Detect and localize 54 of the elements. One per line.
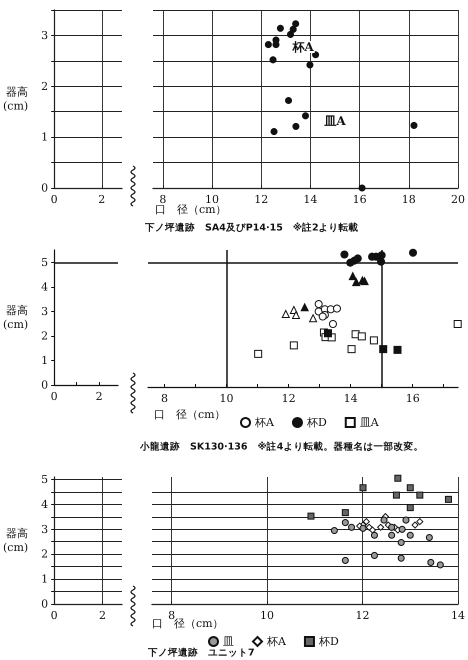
- y-tick-label: 2: [41, 80, 48, 93]
- text: 下ノ坪遺跡 SA4及びP14·15 ※註2より転載: [144, 222, 359, 234]
- y-tick-label: 1: [41, 354, 48, 367]
- y-axis-title: 器高 (cm): [2, 527, 28, 554]
- text: 小龍遺跡 SK130·136 ※註4より転載。器種名は一部改変。: [139, 440, 424, 452]
- x-tick-label: 10: [205, 193, 220, 206]
- y-tick-label: 5: [41, 256, 48, 269]
- x-tick-label: 12: [254, 193, 268, 206]
- y-tick-label: 3: [41, 522, 48, 536]
- legend-label: 皿A: [360, 416, 380, 429]
- y-axis-title: 器高 (cm): [2, 86, 28, 112]
- y-tick-label: 0: [41, 182, 48, 194]
- x-tick-label: 10: [220, 392, 234, 405]
- x-tick-label: 14: [451, 609, 465, 622]
- y-tick-label: 3: [41, 304, 48, 318]
- legend-label: 皿: [223, 635, 234, 648]
- y-axis-title: 器高 (cm): [2, 304, 28, 331]
- y-tick-label: 0: [41, 378, 48, 392]
- x-tick-label: 8: [160, 392, 168, 405]
- x-tick-label: 2: [98, 609, 106, 622]
- y-tick-label: 1: [41, 130, 48, 144]
- y-tick-label: 0: [41, 598, 48, 610]
- y-tick-label: 4: [41, 498, 48, 511]
- annotation: 杯A: [291, 40, 314, 54]
- y-tick-label: 3: [41, 28, 48, 42]
- x-tick-label: 2: [98, 193, 106, 206]
- x-tick-label: 0: [50, 609, 58, 622]
- x-tick-label: 0: [50, 193, 58, 206]
- x-tick-label: 16: [406, 392, 420, 405]
- legend-label: 杯D: [306, 416, 327, 429]
- x-tick-label: 18: [402, 193, 416, 206]
- y-tick-label: 2: [41, 548, 48, 561]
- x-tick-label: 20: [451, 193, 465, 206]
- x-tick-label: 12: [356, 609, 370, 622]
- x-tick-label: 2: [96, 390, 103, 403]
- x-tick-label: 0: [50, 390, 58, 403]
- x-tick-label: 12: [282, 392, 296, 405]
- y-tick-label: 4: [41, 280, 48, 294]
- annotation: 皿A: [323, 114, 346, 128]
- x-tick-label: 16: [352, 193, 367, 206]
- x-tick-label: 14: [344, 392, 358, 405]
- x-axis-title: 口 径（cm）: [155, 203, 227, 216]
- y-tick-label: 1: [41, 572, 48, 586]
- x-tick-label: 8: [168, 609, 176, 622]
- legend-label: 杯D: [318, 635, 339, 648]
- y-tick-label: 2: [41, 329, 48, 342]
- y-tick-label: 5: [41, 472, 48, 486]
- legend-label: 杯A: [254, 416, 275, 429]
- legend-label: 杯A: [266, 635, 287, 648]
- x-tick-label: 8: [159, 193, 166, 206]
- x-axis-title: 口 径（cm）: [154, 408, 226, 421]
- x-tick-label: 10: [260, 609, 274, 622]
- x-tick-label: 14: [303, 193, 318, 206]
- text: 下ノ坪遺跡 ユニット7: [147, 646, 255, 658]
